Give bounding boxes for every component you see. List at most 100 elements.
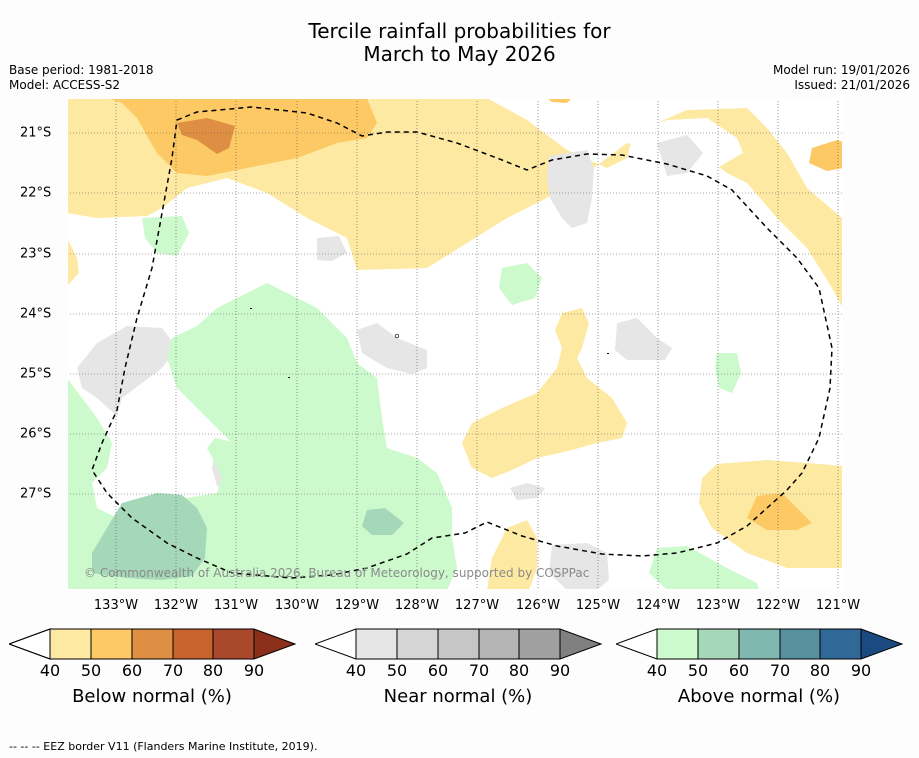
colorbar-below-label: Below normal (%) (72, 686, 232, 707)
x-tick: 128°W (394, 598, 440, 613)
colorbar-above-high-triangle (861, 629, 902, 659)
x-tick: 122°W (755, 598, 801, 613)
y-tick: 24°S (20, 306, 52, 322)
colorbar-tick: 70 (769, 661, 791, 680)
x-tick: 130°W (274, 598, 320, 613)
map-frame (67, 98, 843, 590)
near-normal-region-6 (77, 326, 177, 416)
x-tick: 125°W (575, 598, 621, 613)
colorbar-below-swatch (50, 629, 91, 659)
colorbar-tick: 90 (549, 661, 571, 680)
near-normal-region-3 (317, 236, 347, 261)
below-normal-region-centre (462, 308, 627, 478)
y-tick: 27°S (20, 486, 52, 502)
island (288, 377, 290, 378)
colorbar-tick: 50 (687, 661, 709, 680)
x-tick: 129°W (334, 598, 380, 613)
colorbar-tick: 80 (508, 661, 530, 680)
colorbar-tick: 90 (243, 661, 265, 680)
islands (250, 308, 609, 378)
map-title-line2: March to May 2026 (363, 42, 556, 66)
colorbar-tick: 50 (386, 661, 408, 680)
below-normal-50-topcentre (547, 98, 572, 103)
map-title-line1: Tercile rainfall probabilities for (308, 19, 611, 43)
colorbar-above-low-triangle (616, 629, 657, 659)
x-tick: 132°W (153, 598, 199, 613)
colorbar-tick: 60 (728, 661, 750, 680)
below-normal-50-east (809, 140, 843, 171)
colorbar-below-low-triangle (9, 628, 51, 660)
colorbar-above-swatch (657, 629, 698, 659)
colorbar-above-swatch (739, 629, 780, 659)
colorbar-near (315, 628, 603, 660)
colorbar-tick: 60 (121, 661, 143, 680)
colorbar-tick: 40 (646, 661, 668, 680)
colorbar-near-swatch (479, 629, 519, 659)
colorbar-below-swatch (173, 629, 213, 659)
y-tick: 23°S (20, 246, 52, 262)
colorbar-near-swatch (438, 629, 479, 659)
colorbar-above-swatch (780, 629, 820, 659)
colorbar-tick: 80 (202, 661, 224, 680)
y-tick: 21°S (20, 125, 52, 141)
above-normal-region-3 (715, 353, 741, 393)
below-normal-50-southeast (747, 493, 812, 530)
colorbar-tick: 50 (80, 661, 102, 680)
below-normal-50-north (107, 98, 377, 176)
colorbar-near-swatch (397, 629, 438, 659)
eez-legend-note: -- -- -- EEZ border V11 (Flanders Marine… (9, 740, 318, 753)
meta-left: Base period: 1981-2018 Model: ACCESS-S2 (9, 63, 154, 93)
colorbar-above-label: Above normal (%) (677, 686, 841, 707)
colorbar-above (616, 628, 904, 660)
x-tick: 121°W (815, 598, 861, 613)
colorbar-tick: 40 (345, 661, 367, 680)
below-normal-region-west-edge (67, 238, 79, 286)
colorbar-below-swatch (213, 629, 254, 659)
y-tick: 26°S (20, 426, 52, 442)
eez-border (91, 106, 833, 579)
x-tick: 127°W (454, 598, 500, 613)
above-normal-region-5 (649, 546, 759, 590)
colorbar-tick: 90 (850, 661, 872, 680)
model-run: Model run: 19/01/2026 (772, 63, 910, 77)
colorbar-near-swatch (356, 629, 397, 659)
near-normal-region-11 (549, 543, 609, 590)
x-tick: 131°W (213, 598, 259, 613)
colorbar-tick: 60 (427, 661, 449, 680)
x-tick: 126°W (515, 598, 561, 613)
base-period: Base period: 1981-2018 (9, 63, 154, 77)
below-normal-60-north (177, 118, 235, 154)
near-normal-region-10 (510, 483, 545, 500)
colorbar-tick: 80 (809, 661, 831, 680)
colorbar-near-label: Near normal (%) (383, 686, 533, 707)
colorbar-near-swatch (519, 629, 560, 659)
y-tick: 25°S (20, 366, 52, 382)
grid (67, 98, 843, 590)
colorbar-below-swatch (132, 629, 173, 659)
probability-map (67, 98, 843, 590)
island (250, 308, 252, 309)
issued-date: Issued: 21/01/2026 (794, 78, 910, 92)
colorbar-above-swatch (698, 629, 739, 659)
colorbar-tick: 70 (468, 661, 490, 680)
colorbar-below-high-triangle (254, 629, 295, 659)
near-normal-region-4 (357, 323, 427, 374)
colorbar-tick: 40 (39, 661, 61, 680)
below-normal-region-south (487, 520, 537, 590)
colorbar-tick: 70 (162, 661, 184, 680)
colorbar-below (9, 628, 297, 660)
near-normal-region-5 (615, 318, 672, 360)
colorbar-below-swatch (91, 629, 132, 659)
x-tick: 123°W (695, 598, 741, 613)
colorbar-above-swatch (820, 629, 861, 659)
y-tick: 22°S (20, 185, 52, 201)
island (607, 353, 609, 354)
colorbar-near-high-triangle (560, 629, 601, 659)
above-normal-region-2 (499, 263, 542, 305)
above-normal-region-6 (92, 493, 207, 580)
near-normal-region-2 (657, 135, 703, 176)
x-tick: 124°W (635, 598, 681, 613)
above-normal-region-1 (142, 216, 189, 256)
near-normal-region-1 (547, 150, 594, 228)
copyright-notice: © Commonwealth of Australia 2026, Bureau… (84, 566, 590, 580)
